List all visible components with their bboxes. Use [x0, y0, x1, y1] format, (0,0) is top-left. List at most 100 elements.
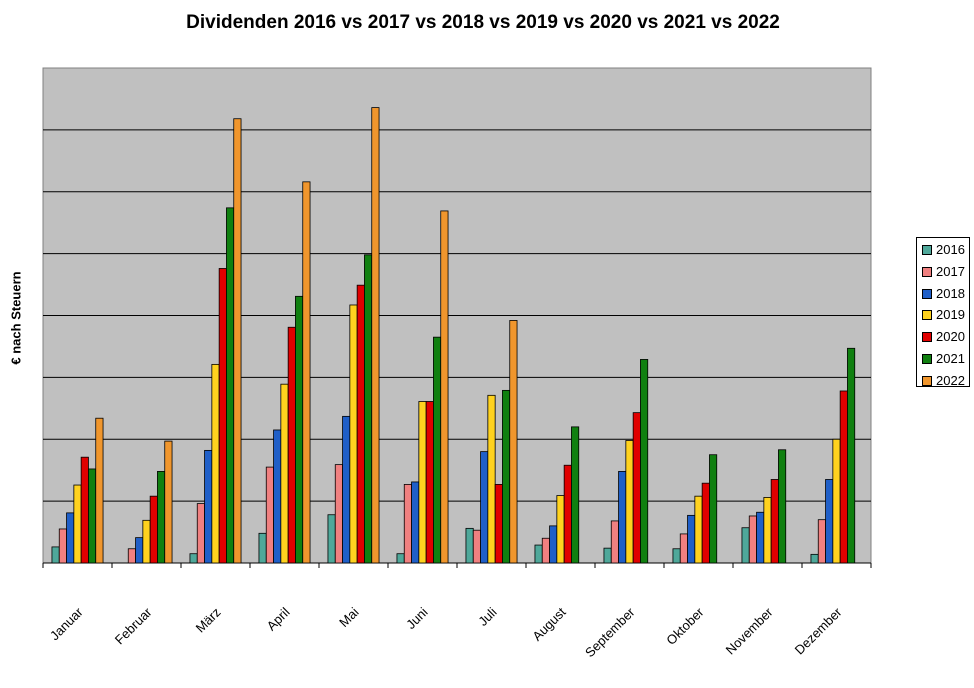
- legend-swatch: [922, 245, 932, 255]
- bar-2022-juli: [509, 320, 518, 564]
- bar-2017-juli: [472, 529, 481, 564]
- bar-2022-januar: [95, 417, 104, 564]
- bar-2019-juni: [418, 401, 427, 564]
- legend-label: 2018: [936, 285, 965, 301]
- bar-2022-juni: [440, 210, 449, 564]
- bar-2019-oktober: [694, 495, 703, 564]
- bar-2021-februar: [157, 471, 166, 564]
- bar-2019-februar: [142, 519, 151, 564]
- bar-2021-mai: [364, 254, 373, 564]
- x-tick-label: Juni: [403, 604, 431, 632]
- bar-2017-oktober: [679, 533, 688, 564]
- bar-2020-februar: [149, 495, 158, 564]
- bar-2020-juli: [494, 484, 503, 564]
- bar-2018-juni: [411, 481, 420, 564]
- legend-swatch: [922, 310, 932, 321]
- bar-2016-märz: [189, 553, 198, 564]
- legend-item-2020: 2020: [922, 327, 965, 347]
- x-tick-label: August: [529, 604, 568, 643]
- bar-2022-april: [302, 181, 311, 564]
- legend-label: 2017: [936, 263, 965, 279]
- x-tick-label: November: [723, 604, 776, 657]
- legend-item-2019: 2019: [922, 305, 965, 325]
- bar-2019-märz: [211, 363, 220, 564]
- bar-2018-juli: [480, 451, 489, 564]
- bar-2019-dezember: [832, 438, 841, 564]
- bar-2018-dezember: [825, 479, 834, 564]
- bar-2018-mai: [342, 415, 351, 564]
- legend-item-2021: 2021: [922, 349, 965, 369]
- bar-2021-juni: [433, 336, 442, 564]
- bar-2016-mai: [327, 514, 336, 564]
- bar-2017-märz: [196, 503, 205, 564]
- bar-2021-april: [295, 295, 304, 564]
- bar-2021-september: [640, 359, 649, 564]
- legend-swatch: [922, 332, 932, 343]
- legend-swatch: [922, 354, 932, 364]
- bar-2016-januar: [51, 546, 60, 564]
- legend-label: 2021: [936, 351, 965, 366]
- legend-item-2022: 2022: [922, 371, 965, 391]
- bar-2020-november: [770, 479, 779, 564]
- bar-2018-september: [618, 471, 627, 564]
- bar-2018-märz: [204, 449, 213, 564]
- chart-title: Dividenden 2016 vs 2017 vs 2018 vs 2019 …: [186, 12, 780, 33]
- legend-label: 2020: [936, 329, 965, 345]
- bar-2019-september: [625, 440, 634, 564]
- chart-legend: 2016 2017 2018 2019 2020 2021 2022: [916, 237, 970, 388]
- bar-2018-januar: [66, 512, 75, 564]
- bar-2016-oktober: [672, 548, 681, 564]
- bar-2020-märz: [218, 268, 227, 564]
- legend-label: 2019: [936, 307, 965, 323]
- bar-2016-april: [258, 532, 267, 564]
- bar-2021-dezember: [847, 347, 856, 564]
- bar-2017-januar: [58, 528, 67, 564]
- x-tick-label: September: [582, 604, 638, 660]
- x-tick-label: Juli: [475, 604, 499, 628]
- bar-2022-februar: [164, 440, 173, 564]
- bar-2019-august: [556, 495, 565, 564]
- bar-2020-september: [632, 412, 641, 564]
- bar-2016-august: [534, 544, 543, 564]
- bar-2020-januar: [80, 456, 89, 564]
- x-tick-label: Januar: [47, 604, 86, 643]
- x-tick-label: April: [264, 604, 293, 633]
- bar-2017-mai: [334, 464, 343, 564]
- bar-2020-dezember: [839, 390, 848, 564]
- bar-2017-august: [541, 537, 550, 564]
- bar-2017-april: [265, 466, 274, 564]
- legend-swatch: [922, 375, 932, 386]
- bar-2020-mai: [356, 284, 365, 564]
- bar-2020-oktober: [701, 482, 710, 564]
- bar-2018-februar: [135, 537, 144, 564]
- legend-label: 2016: [936, 242, 965, 257]
- bar-2021-august: [571, 426, 580, 564]
- bar-2018-november: [756, 511, 765, 564]
- bar-2017-november: [748, 515, 757, 564]
- bar-2017-februar: [127, 548, 136, 564]
- bar-2022-mai: [371, 107, 380, 564]
- bar-2022-märz: [233, 118, 242, 564]
- bar-2019-januar: [73, 484, 82, 564]
- legend-item-2018: 2018: [922, 284, 965, 304]
- bar-2020-juni: [425, 401, 434, 564]
- bar-2020-august: [563, 464, 572, 564]
- bar-2016-juni: [396, 553, 405, 564]
- legend-swatch: [922, 266, 932, 277]
- bar-2019-november: [763, 497, 772, 564]
- legend-item-2017: 2017: [922, 262, 965, 282]
- x-tick-label: März: [193, 605, 224, 636]
- bar-2021-juli: [502, 389, 511, 564]
- bar-2021-märz: [226, 207, 235, 564]
- legend-label: 2022: [936, 372, 965, 388]
- bar-2018-august: [549, 525, 558, 564]
- x-tick-label: Oktober: [663, 604, 707, 648]
- bar-2016-november: [741, 527, 750, 564]
- bar-2020-april: [287, 326, 296, 564]
- bar-2018-april: [273, 429, 282, 564]
- legend-swatch: [922, 288, 932, 299]
- bar-2019-mai: [349, 304, 358, 564]
- legend-item-2016: 2016: [922, 240, 965, 260]
- bar-2016-juli: [465, 527, 474, 564]
